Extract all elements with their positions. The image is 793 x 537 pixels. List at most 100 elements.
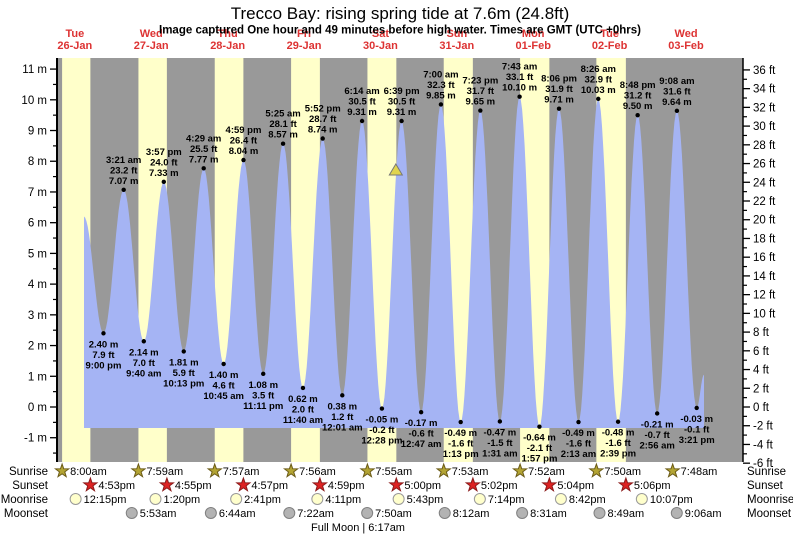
tide-high-label: 4:29 am 25.5 ft 7.77 m bbox=[186, 133, 221, 165]
tide-high-dot bbox=[478, 108, 483, 113]
moonrise-icon bbox=[473, 493, 486, 505]
tide-high-dot bbox=[596, 96, 601, 102]
tide-low-dot bbox=[261, 371, 266, 377]
y-axis-right-label: 10 ft bbox=[753, 308, 776, 320]
moonrise-time: 2:41pm bbox=[244, 494, 281, 506]
moonset-icon bbox=[361, 507, 374, 519]
sunrise-icon bbox=[511, 462, 529, 478]
day-date-label: 26-Jan bbox=[57, 40, 92, 52]
day-date-label: 30-Jan bbox=[363, 40, 398, 52]
day-labels-layer: Tue26-JanWed27-JanThu28-JanFri29-JanSat3… bbox=[57, 28, 704, 52]
day-name-label: Sat bbox=[372, 28, 389, 40]
tide-high-dot bbox=[201, 166, 206, 171]
sunset-icon bbox=[388, 476, 405, 492]
y-axis-right-label: -6 ft bbox=[753, 458, 774, 470]
chart-subtitle: Image captured One hour and 49 minutes b… bbox=[159, 25, 641, 37]
tide-high-label: 8:48 pm 31.2 ft 9.50 m bbox=[620, 80, 656, 112]
y-axis-right-label: 14 ft bbox=[753, 271, 776, 283]
moonrise-icon bbox=[392, 493, 405, 505]
moonset-icon bbox=[438, 507, 451, 519]
day-date-label: 28-Jan bbox=[210, 40, 245, 52]
tide-high-dot bbox=[517, 94, 522, 99]
tide-annotations-layer: 2.40 m 7.9 ft 9:00 pm 3:21 am 23.2 ft 7.07 m 2… bbox=[86, 62, 715, 465]
moonset-icon bbox=[283, 507, 296, 519]
tide-low-label: -0.17 m -0.6 ft 12:47 am bbox=[401, 418, 442, 450]
row-label-left-sunrise: Sunrise bbox=[9, 466, 48, 478]
sunrise-icon bbox=[53, 462, 71, 478]
y-axis-right-label: 26 ft bbox=[753, 159, 776, 171]
tide-area bbox=[84, 96, 704, 428]
sunset-icon bbox=[311, 476, 329, 492]
tide-high-label: 7:43 am 33.1 ft 10.10 m bbox=[502, 62, 537, 94]
day-name-label: Tue bbox=[65, 28, 84, 40]
tide-low-dot bbox=[654, 411, 660, 416]
tide-low-label: -0.49 m -1.6 ft 2:13 am bbox=[561, 428, 596, 460]
y-axis-right-label: 4 ft bbox=[753, 365, 770, 377]
tide-high-label: 5:52 pm 28.7 ft 8.74 m bbox=[305, 104, 341, 136]
tide-low-label: -0.64 m -2.1 ft 1:57 pm bbox=[521, 433, 557, 465]
y-axis-left-label: 3 m bbox=[28, 310, 47, 322]
tide-low-label: -0.47 m -1.5 ft 1:31 am bbox=[482, 427, 517, 459]
row-label-right-sunset: Sunset bbox=[747, 480, 784, 492]
tide-high-dot bbox=[161, 179, 167, 185]
day-name-label: Wed bbox=[675, 28, 698, 40]
y-axis-left-label: 2 m bbox=[28, 341, 47, 353]
sunrise-icon bbox=[359, 462, 376, 478]
y-axis-right-label: 6 ft bbox=[753, 346, 770, 358]
moonrise-time: 1:20pm bbox=[163, 494, 200, 506]
row-label-left-sunset: Sunset bbox=[12, 480, 49, 492]
y-axis-left-label: 7 m bbox=[28, 187, 47, 199]
moonrise-time: 12:15pm bbox=[84, 494, 127, 506]
tide-high-dot bbox=[399, 118, 404, 124]
tide-low-dot bbox=[300, 385, 306, 391]
y-axis-right-label: 12 ft bbox=[753, 290, 776, 302]
axes-layer: 11 m 10 m 9 m 8 m 7 m 6 m 5 m 4 m 3 m 2 m 1 m 0 m -1… bbox=[21, 58, 776, 470]
tide-high-dot bbox=[674, 108, 680, 114]
capture-time-marker-icon bbox=[388, 163, 404, 176]
tide-high-label: 8:06 pm 31.9 ft 9.71 m bbox=[541, 74, 577, 106]
tide-high-label: 4:59 pm 26.4 ft 8.04 m bbox=[226, 125, 262, 157]
day-date-label: 01-Feb bbox=[515, 40, 551, 52]
row-label-right-sunrise: Sunrise bbox=[747, 466, 786, 478]
row-label-left-moonrise: Moonrise bbox=[1, 494, 48, 506]
sunset-time: 5:00pm bbox=[404, 480, 441, 492]
tide-high-dot bbox=[556, 106, 562, 111]
sunset-icon bbox=[82, 476, 99, 492]
day-name-label: Tue bbox=[600, 28, 619, 40]
moonset-icon bbox=[516, 507, 529, 519]
sunrise-icon bbox=[282, 462, 300, 478]
sunset-icon bbox=[617, 476, 634, 492]
sunset-icon bbox=[464, 476, 481, 492]
y-axis-right-label: 28 ft bbox=[753, 140, 776, 152]
sunset-time: 4:53pm bbox=[98, 480, 135, 492]
y-axis-right-label: 24 ft bbox=[753, 177, 776, 189]
moonset-icon bbox=[204, 507, 217, 519]
sunset-time: 5:02pm bbox=[481, 480, 518, 492]
moonset-time: 9:06am bbox=[685, 508, 722, 520]
sunrise-time: 7:53am bbox=[452, 466, 489, 478]
moonrise-icon bbox=[149, 493, 162, 505]
day-name-label: Mon bbox=[522, 28, 545, 40]
moonset-icon bbox=[125, 507, 138, 519]
tide-low-label: 1.08 m 3.5 ft 11:11 pm bbox=[243, 380, 283, 412]
sunrise-time: 7:50am bbox=[604, 466, 641, 478]
day-name-label: Sun bbox=[446, 28, 467, 40]
tide-low-label: 0.62 m 2.0 ft 11:40 am bbox=[283, 394, 323, 426]
day-date-label: 31-Jan bbox=[439, 40, 474, 52]
sunset-icon bbox=[541, 476, 558, 492]
y-axis-right-label: 18 ft bbox=[753, 233, 776, 245]
tide-low-label: -0.05 m -0.2 ft 12:28 pm bbox=[361, 415, 402, 447]
tide-low-label: 2.40 m 7.9 ft 9:00 pm bbox=[86, 339, 122, 371]
tide-low-label: 0.38 m 1.2 ft 12:01 am bbox=[322, 401, 363, 433]
sunrise-time: 8:00am bbox=[70, 466, 107, 478]
moonrise-time: 5:43pm bbox=[407, 494, 444, 506]
y-axis-left-label: 5 m bbox=[28, 248, 47, 260]
tide-low-dot bbox=[181, 349, 186, 354]
tide-high-label: 7:00 am 32.3 ft 9.85 m bbox=[423, 69, 458, 101]
sunrise-icon bbox=[664, 462, 681, 478]
tide-curve-layer bbox=[84, 96, 704, 428]
y-axis-right-label: 16 ft bbox=[753, 252, 776, 264]
moonset-icon bbox=[593, 507, 606, 519]
day-name-label: Thu bbox=[218, 28, 238, 40]
tide-high-label: 3:21 am 23.2 ft 7.07 m bbox=[106, 155, 141, 187]
